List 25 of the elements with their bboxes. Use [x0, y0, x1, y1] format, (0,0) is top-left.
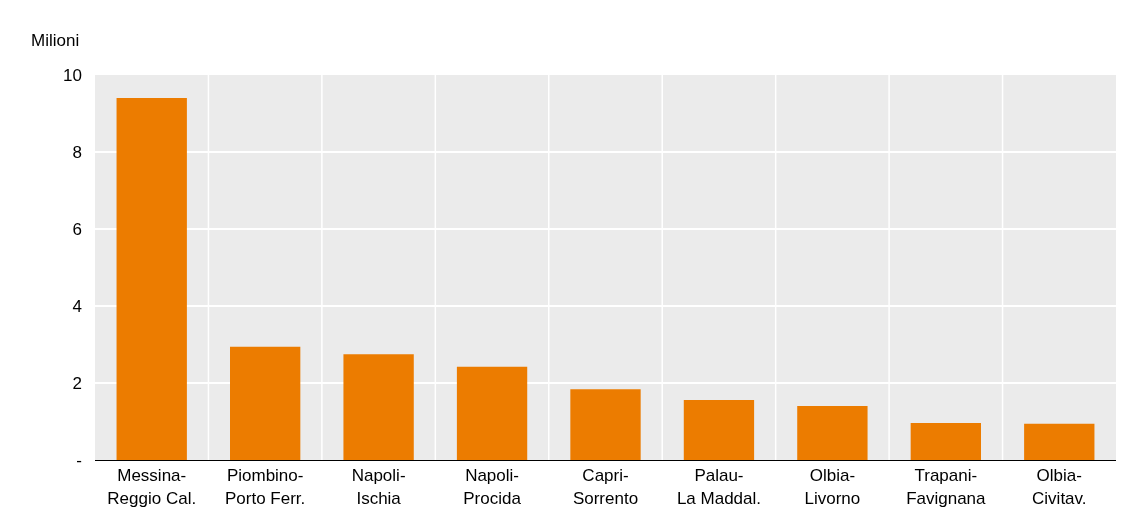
- y-tick-label: 4: [72, 296, 82, 316]
- x-tick-label: Capri- Sorrento: [572, 466, 639, 508]
- bar: [1024, 423, 1095, 460]
- bar: [116, 98, 187, 460]
- y-axis-title: Milioni: [31, 31, 80, 50]
- x-tick-label: Messina- Reggio Cal.: [107, 466, 197, 508]
- bar: [230, 346, 301, 460]
- x-tick-label: Olbia- Civitav.: [1032, 466, 1087, 508]
- bar: [570, 389, 641, 460]
- x-tick-label: Piombino- Porto Ferr.: [225, 466, 306, 508]
- x-tick-label: Palau- La Maddal.: [676, 466, 761, 508]
- y-tick-label: 10: [63, 65, 82, 85]
- x-tick-label: Olbia- Livorno: [804, 466, 861, 508]
- x-tick-label: Napoli- Ischia: [351, 466, 406, 508]
- y-tick-label: 2: [72, 373, 82, 393]
- y-tick-label: 6: [72, 219, 82, 239]
- x-tick-label: Trapani- Favignana: [906, 466, 987, 508]
- bar: [683, 399, 755, 460]
- bar: [797, 406, 868, 460]
- bar: [343, 354, 414, 460]
- y-tick-label: 8: [72, 142, 82, 162]
- y-tick-label: -: [76, 450, 82, 470]
- x-tick-label: Napoli- Procida: [463, 466, 522, 508]
- bar: [456, 366, 528, 460]
- bar: [910, 423, 981, 460]
